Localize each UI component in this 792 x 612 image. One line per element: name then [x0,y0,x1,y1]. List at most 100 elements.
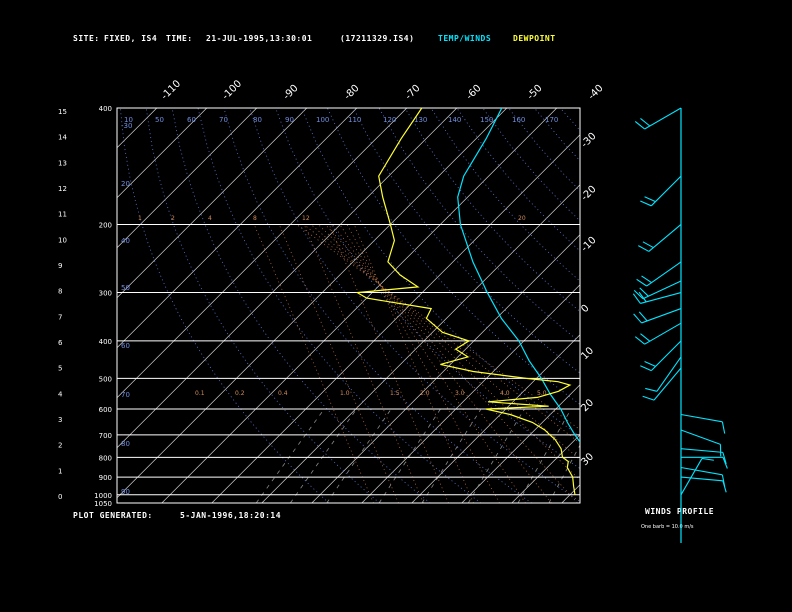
wind-barb [680,448,723,453]
height-tick-label: 0 [58,493,62,501]
wind-barb [644,107,682,130]
pressure-tick-label: 600 [99,406,112,414]
adiabat-label: 90 [285,116,294,124]
wind-barb-flag [701,457,714,461]
wind-barb [642,280,682,300]
wind-barb [641,308,682,324]
plot-generated-label: PLOT GENERATED: [73,511,153,520]
isotherm-line [361,284,580,503]
temp-winds-legend: TEMP/WINDS [438,34,492,43]
height-tick-label: 6 [58,339,63,347]
wind-barb-flag [640,118,651,127]
wind-barb-flag [633,290,644,300]
temp-tick-right: 20 [579,397,596,414]
dry-adiabat [249,108,580,502]
wind-barb-flag [632,293,641,304]
wind-barb-flag [642,241,654,249]
time-value: 21-JUL-1995,13:30:01 [206,34,313,43]
mixing-ratio-line [590,409,639,503]
dry-adiabat [559,108,580,131]
adiabat-left-label: 60 [121,342,130,350]
adiabat-label: 10 [124,116,133,124]
plot-frame [116,107,581,504]
isotherm-line [511,434,580,503]
pressure-tick-label: 900 [99,474,112,482]
adiabat-label: 50 [155,116,164,124]
mixing-ratio-line [378,408,441,503]
height-tick-label: 10 [58,236,67,244]
adiabat-label: 100 [316,116,329,124]
wind-barb-flag [638,311,648,322]
height-tick-label: 1 [58,467,62,475]
isotherm-line [117,108,358,349]
dry-adiabat [327,108,580,405]
isopleth-label: 5.0 [537,390,547,397]
plot-generated-value: 5-JAN-1996,18:20:14 [180,511,282,520]
adiabat-left-label: 20 [121,180,130,188]
temp-tick-right: 10 [579,345,596,362]
height-tick-label: 13 [58,159,67,167]
wind-barb-flag [639,287,649,297]
isopleth-label: 1.5 [390,390,400,397]
adiabat-label: 120 [383,116,396,124]
wind-barb [640,292,682,304]
height-tick-label: 9 [58,262,62,270]
height-tick-label: 7 [58,313,62,321]
pressure-tick-label: 500 [99,375,112,383]
moist-adiabat [328,224,449,503]
temp-tick-right: 30 [579,451,596,468]
moist-adiabat [317,224,580,481]
isotherm-line [117,108,458,449]
wind-barb-flag [633,313,642,324]
dry-adiabat [612,108,792,503]
adiabat-label: 130 [414,116,427,124]
adiabat-label: 160 [512,116,525,124]
dry-adiabat [586,108,792,503]
dewpoint-line [355,108,576,495]
wind-barb-flag [638,291,647,303]
dry-adiabat [456,108,580,252]
temp-tick-right: -20 [579,184,598,203]
dry-adiabat [534,108,580,162]
adiabat-left-label: -30 [121,122,132,130]
winds-profile-title: WINDS PROFILE [645,507,715,516]
isotherm-line [117,108,408,399]
isotherm-line [0,108,57,503]
height-tick-label: 12 [58,185,67,193]
isopleth-label: 0.4 [278,390,288,397]
height-tick-label: 3 [58,416,62,424]
isotherm-line [117,108,258,249]
isopleth-label: 4.0 [500,390,510,397]
temp-tick-top: -50 [525,83,544,102]
adiabat-label: 60 [187,116,196,124]
dry-adiabat [223,108,532,503]
pressure-tick-label: 200 [99,221,112,229]
mixing-ratio-line [255,408,325,503]
winds-scale-note: One barb = 10.0 m/s [641,524,694,530]
isotherm-line [117,108,508,499]
file-id: (17211329.IS4) [340,34,415,43]
dry-adiabat [638,108,792,503]
isotherm-line [261,184,580,503]
wind-barb-flag [722,452,727,465]
mixing-ratio-label: 20 [518,215,526,222]
mixing-ratio-line [467,408,525,503]
mixing-ratio-label: 4 [208,215,212,222]
height-tick-label: 15 [58,108,67,116]
temp-tick-top: -60 [464,83,483,102]
dry-adiabat [482,108,580,222]
isotherm-line [161,108,558,503]
wind-barb-flag [638,245,650,252]
background-isopleths [0,108,792,503]
height-tick-label: 2 [58,442,62,450]
isotherm-line [712,108,792,503]
temp-tick-top: -100 [220,78,244,102]
height-tick-label: 11 [58,211,67,219]
isotherm-line [461,384,580,503]
wind-barb-flag [641,275,652,284]
moist-adiabat [332,224,552,503]
dry-adiabat [404,108,580,312]
wind-barb-flag [640,365,652,372]
mixing-ratio-line [548,444,580,503]
